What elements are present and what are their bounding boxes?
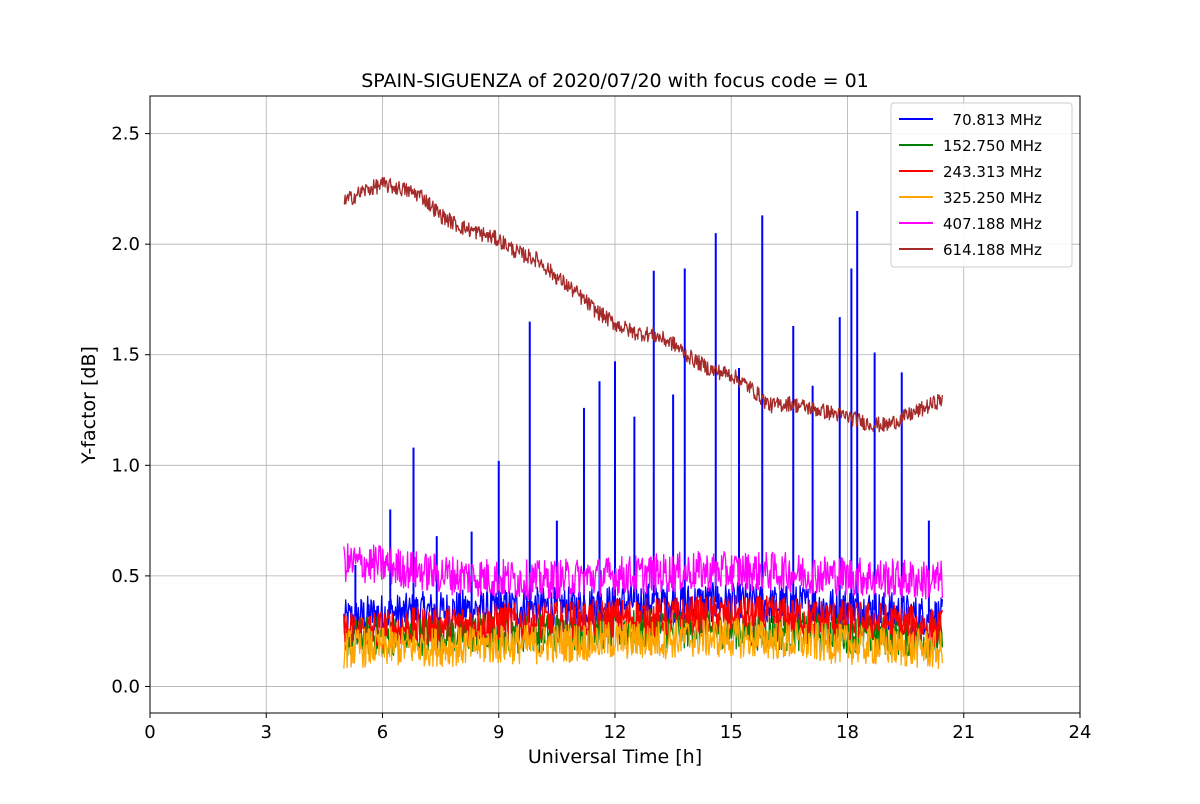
x-tick-label: 18 [836,722,859,743]
series-line [343,176,944,433]
legend-label: 243.313 MHz [943,163,1042,181]
y-tick-label: 2.5 [111,124,140,145]
x-tick-label: 12 [604,722,627,743]
y-tick-label: 1.5 [111,345,140,366]
legend-label: 614.188 MHz [943,241,1042,259]
x-tick-label: 3 [261,722,272,743]
x-axis-label: Universal Time [h] [528,746,702,768]
x-tick-label: 6 [377,722,388,743]
x-tick-label: 21 [952,722,975,743]
x-tick-label: 15 [720,722,743,743]
legend-label: 70.813 MHz [943,111,1042,129]
legend-box [890,102,1073,268]
series-line [343,543,944,601]
legend-label: 325.250 MHz [943,189,1042,207]
y-axis: 0.0 0.5 1.0 1.5 2.0 2.5 [111,124,150,697]
y-tick-label: 1.0 [111,455,140,476]
series-group [343,176,944,670]
y-tick-label: 0.5 [111,566,140,587]
x-tick-label: 24 [1069,722,1092,743]
legend: 70.813 MHz 152.750 MHz 243.313 MHz 325.250 … [890,102,1073,268]
chart-title: SPAIN-SIGUENZA of 2020/07/20 with focus … [361,70,869,92]
x-tick-label: 9 [493,722,504,743]
legend-label: 407.188 MHz [943,215,1042,233]
y-tick-label: 0.0 [111,676,140,697]
x-tick-label: 0 [144,722,155,743]
y-tick-label: 2.0 [111,234,140,255]
y-axis-label: Y-factor [dB] [78,346,100,465]
legend-label: 152.750 MHz [943,137,1042,155]
series-line [343,617,944,670]
x-axis: 0 3 6 9 12 15 18 21 24 [144,713,1091,743]
